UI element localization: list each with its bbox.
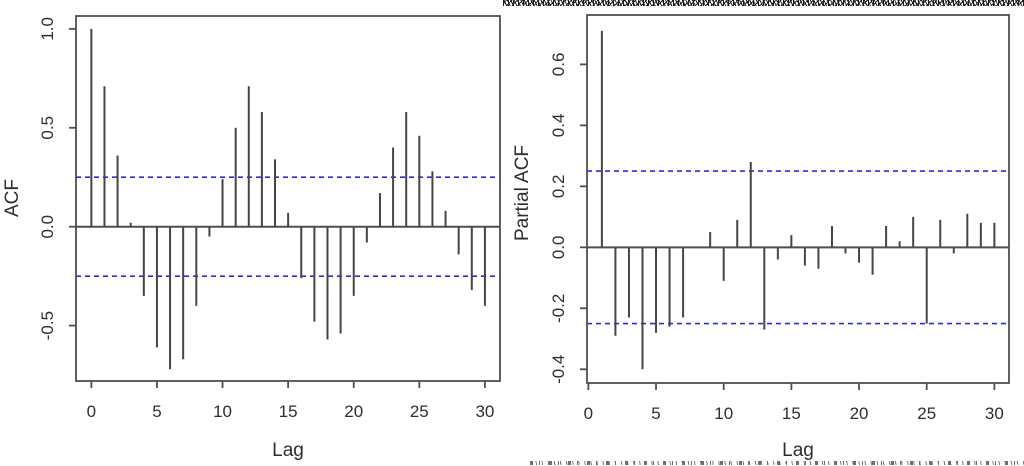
y-tick-label: 0.0 [549, 236, 568, 260]
y-tick-label: 0.5 [38, 116, 57, 140]
y-tick-label: -0.4 [549, 355, 568, 384]
y-tick-label: 0.6 [549, 53, 568, 77]
x-tick-label: 15 [782, 404, 801, 423]
y-tick-label: -0.5 [38, 311, 57, 340]
plot-border [75, 15, 501, 382]
scan-noise-bottom [530, 461, 1024, 465]
x-tick-label: 25 [917, 404, 936, 423]
acf-plot-panel: 0 5 10 15 20 25 30 1.0 0.5 0.0 -0.5 [38, 15, 501, 421]
acf-xaxis-title: Lag [272, 440, 304, 461]
scan-noise-top [503, 0, 1024, 6]
pacf-xaxis-title: Lag [782, 440, 814, 461]
pacf-yaxis-title: Partial ACF [512, 145, 533, 241]
y-tick-label: 0.4 [549, 114, 568, 138]
pacf-plot-panel: 0 5 10 15 20 25 30 0.6 0.4 0.2 0.0 -0.2 -0.4 [549, 14, 1010, 423]
x-tick-label: 10 [213, 402, 232, 421]
x-tick-label: 20 [850, 404, 869, 423]
x-tick-label: 0 [87, 402, 96, 421]
y-tick-label: 1.0 [38, 17, 57, 41]
y-tick-label: 0.0 [38, 215, 57, 239]
x-tick-label: 0 [584, 404, 593, 423]
x-tick-label: 20 [344, 402, 363, 421]
x-tick-label: 30 [985, 404, 1004, 423]
x-tick-label: 30 [475, 402, 494, 421]
acf-yaxis-title: ACF [2, 179, 23, 217]
x-tick-label: 5 [651, 404, 660, 423]
x-tick-label: 5 [152, 402, 161, 421]
x-tick-label: 10 [714, 404, 733, 423]
plot-border [586, 14, 1010, 384]
x-tick-label: 25 [410, 402, 429, 421]
y-tick-label: 0.2 [549, 175, 568, 199]
y-tick-label: -0.2 [549, 294, 568, 323]
x-tick-label: 15 [279, 402, 298, 421]
